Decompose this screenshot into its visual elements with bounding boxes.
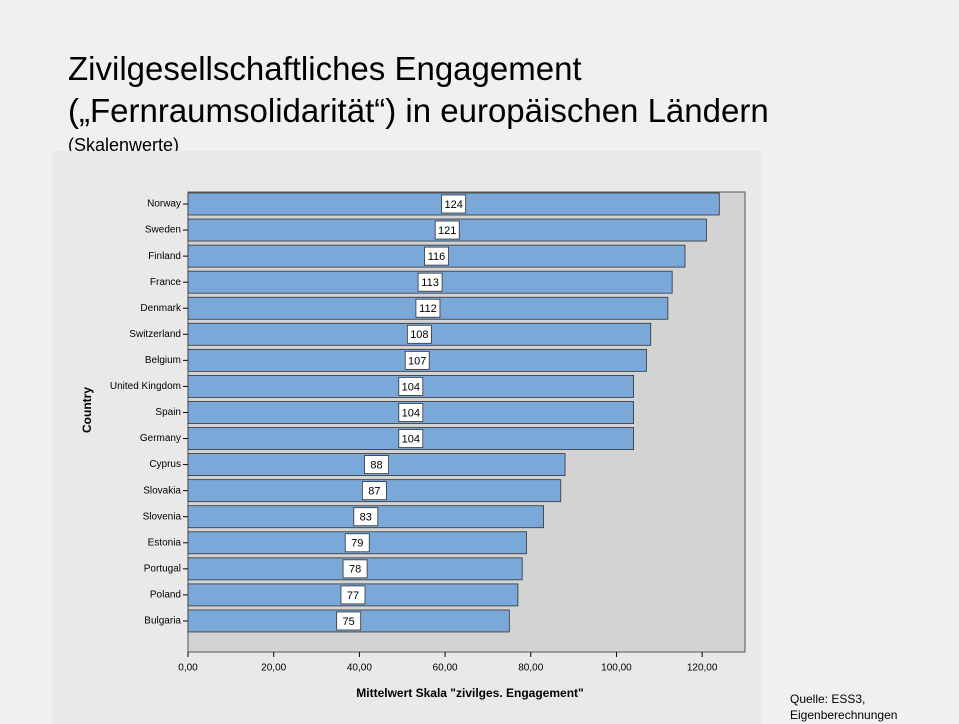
value-label-box xyxy=(342,559,368,579)
source: Eigenberechnungen xyxy=(790,708,897,722)
y-tick-label: Bulgaria xyxy=(144,616,181,627)
y-tick-label: Denmark xyxy=(140,303,182,314)
value-label-box xyxy=(398,429,424,448)
x-tick-label: 20,00 xyxy=(261,663,286,674)
value-label-box xyxy=(417,272,443,292)
y-tick-label: France xyxy=(150,277,182,288)
value-label-box xyxy=(406,324,432,344)
value-label: 121 xyxy=(438,225,456,237)
value-label: 124 xyxy=(444,199,462,211)
y-tick-label: Slovakia xyxy=(143,485,181,496)
x-tick-label: 60,00 xyxy=(433,663,458,674)
y-tick-label: Cyprus xyxy=(149,459,181,470)
subtitle: (Skalenwerte) xyxy=(68,135,179,155)
value-label-box xyxy=(353,507,379,527)
value-label: 104 xyxy=(402,433,420,445)
value-label: 75 xyxy=(343,616,355,628)
x-tick-label: 80,00 xyxy=(518,663,543,674)
value-label: 87 xyxy=(368,486,380,498)
x-tick-label: 40,00 xyxy=(347,663,372,674)
value-label-box xyxy=(398,377,424,396)
x-axis-title: Mittelwert Skala "zivilges. Engagement" xyxy=(356,686,583,700)
source: Quelle: ESS3, xyxy=(790,692,865,706)
value-label: 113 xyxy=(421,277,439,289)
y-tick-label: Switzerland xyxy=(129,329,181,340)
value-label: 104 xyxy=(402,407,420,419)
y-tick-label: United Kingdom xyxy=(110,381,181,392)
y-axis-title: Country xyxy=(80,387,94,433)
value-label-box xyxy=(434,220,460,240)
value-label: 112 xyxy=(419,303,437,315)
value-label: 78 xyxy=(349,564,361,576)
value-label-box xyxy=(364,455,389,475)
value-label-box xyxy=(424,246,449,266)
y-tick-label: Portugal xyxy=(144,563,181,574)
value-label: 107 xyxy=(408,355,426,367)
value-label: 88 xyxy=(370,460,382,472)
value-label: 77 xyxy=(347,590,359,602)
value-label-box xyxy=(336,611,362,631)
value-label: 79 xyxy=(351,538,363,550)
y-tick-label: Estonia xyxy=(148,537,182,548)
y-tick-label: Belgium xyxy=(145,355,181,366)
value-label: 116 xyxy=(428,251,446,263)
x-tick-label: 100,00 xyxy=(601,663,632,674)
value-label: 104 xyxy=(402,381,420,393)
x-tick-label: 120,00 xyxy=(687,663,718,674)
value-label: 83 xyxy=(360,512,372,524)
x-tick-label: 0,00 xyxy=(178,663,198,674)
y-tick-label: Germany xyxy=(140,433,181,444)
value-label-box xyxy=(344,533,370,553)
value-label-box xyxy=(441,194,467,214)
y-tick-label: Spain xyxy=(155,407,181,418)
value-label-box xyxy=(415,298,441,318)
y-tick-label: Poland xyxy=(150,590,181,601)
y-tick-label: Norway xyxy=(147,199,181,210)
value-label: 108 xyxy=(410,329,428,341)
y-tick-label: Finland xyxy=(148,251,181,262)
title-line: Zivilgesellschaftliches Engagement xyxy=(68,50,582,87)
value-label-box xyxy=(404,350,430,370)
y-tick-label: Slovenia xyxy=(143,511,182,522)
value-label-box xyxy=(340,585,366,605)
value-label-box xyxy=(398,403,424,422)
y-tick-label: Sweden xyxy=(145,225,181,236)
value-label-box xyxy=(361,481,387,501)
title-line: („Fernraumsolidarität“) in europäischen … xyxy=(68,92,769,129)
